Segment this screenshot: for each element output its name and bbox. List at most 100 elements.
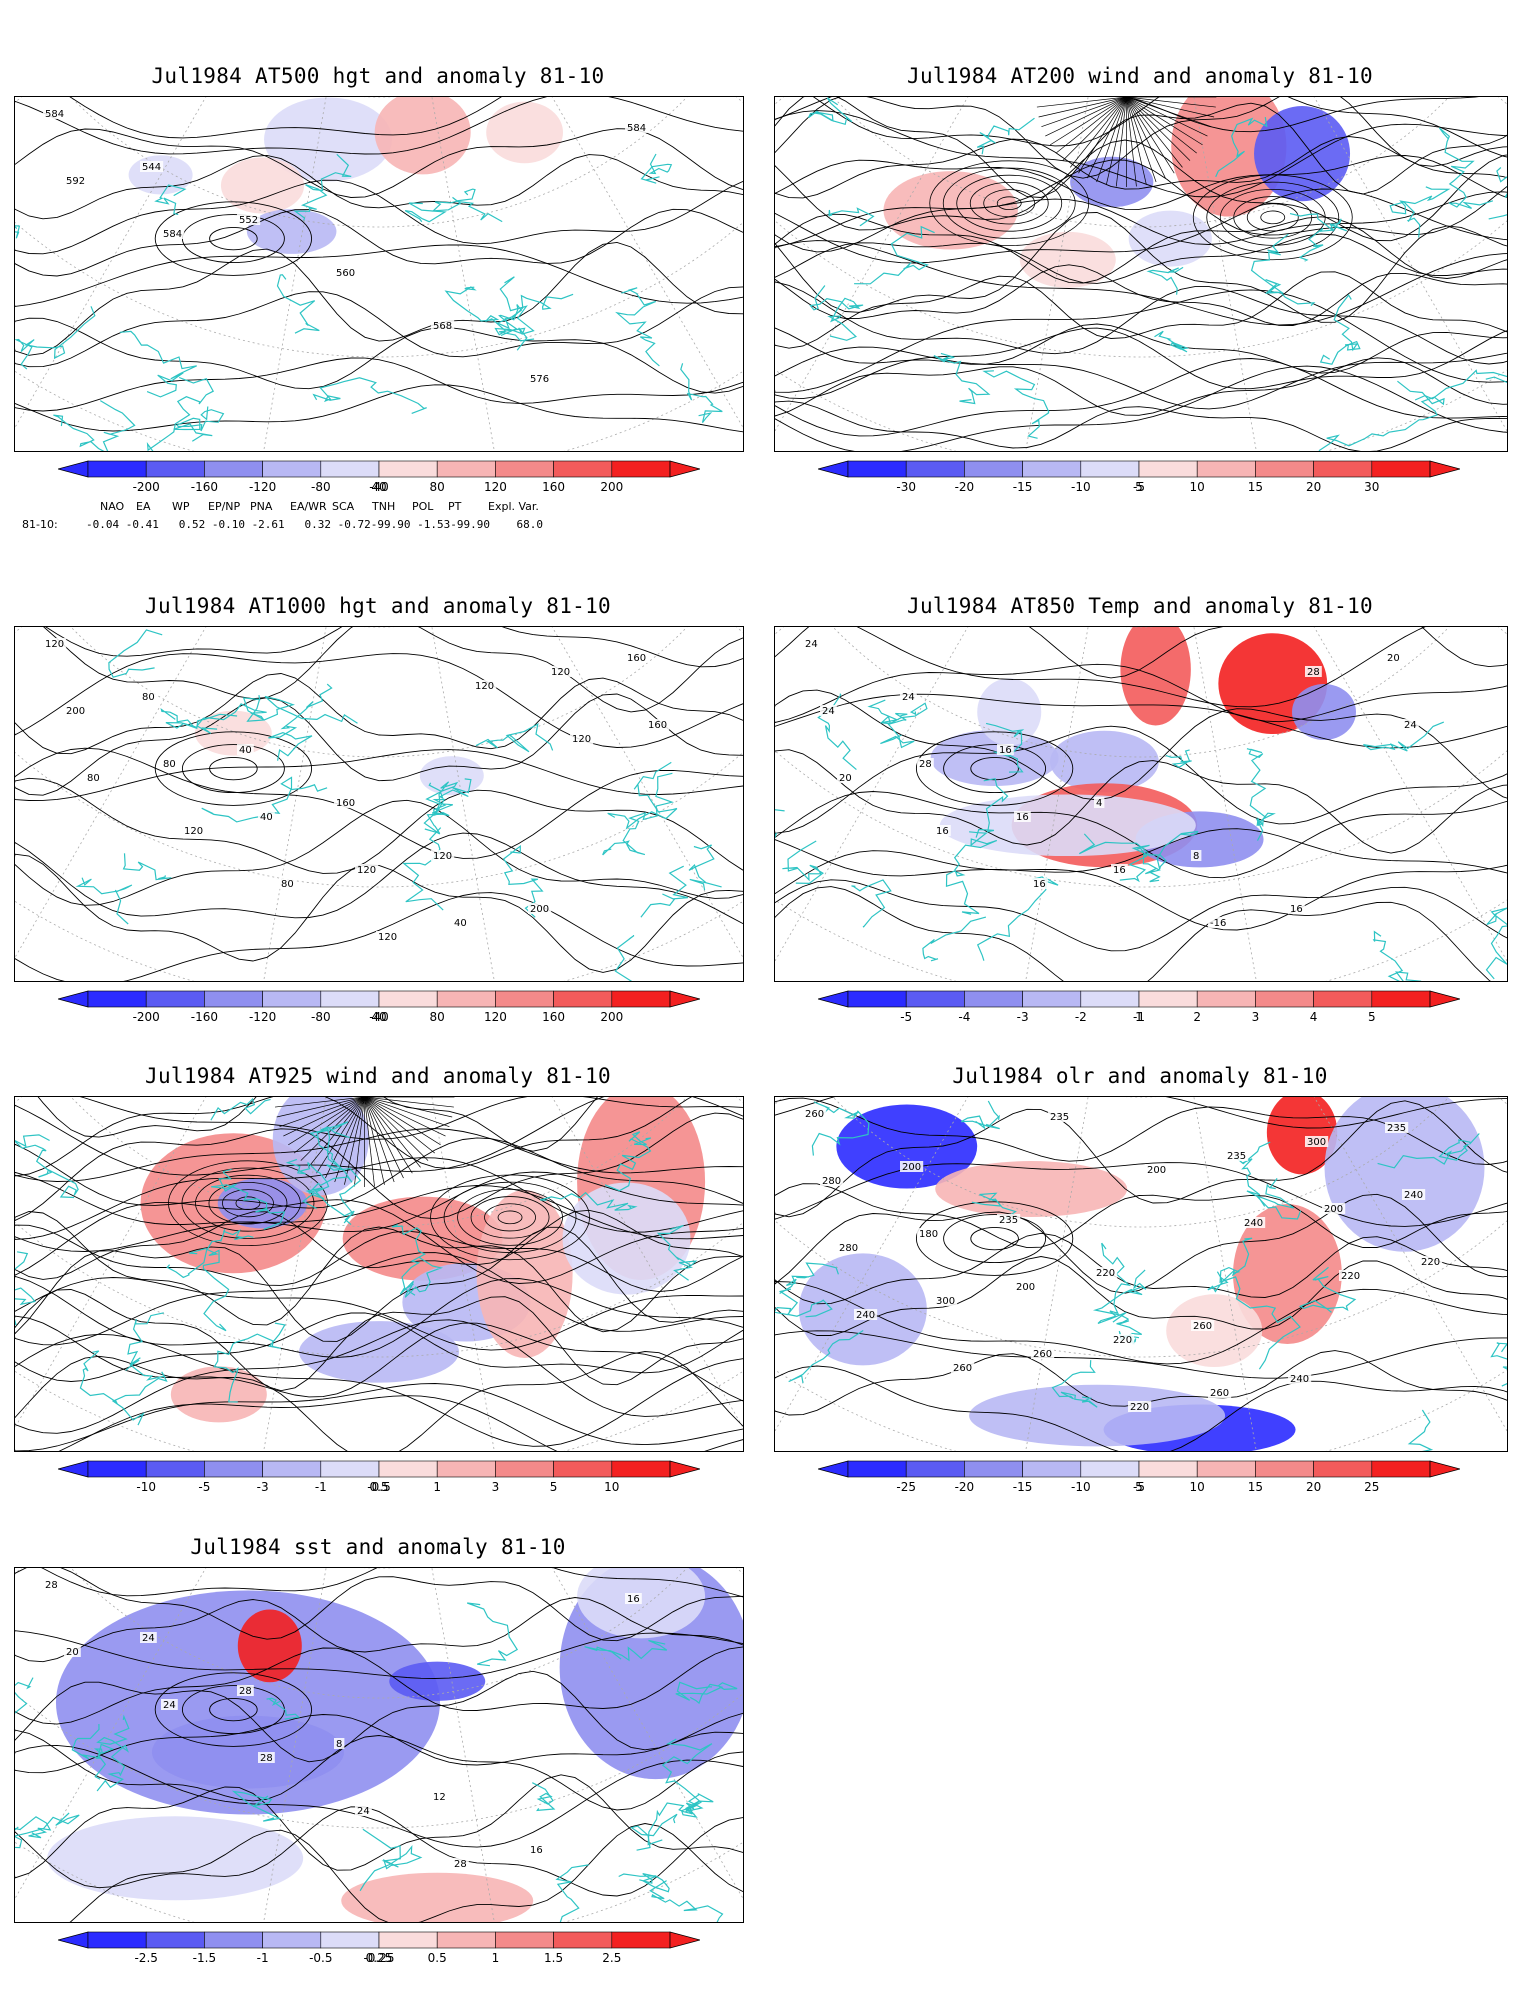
- streamline: [195, 1174, 301, 1232]
- coastline: [880, 712, 915, 749]
- contour-label: 160: [648, 720, 667, 731]
- contour-label: 260: [953, 1363, 972, 1374]
- streamline: [15, 1383, 743, 1451]
- contour-label: 28: [239, 1686, 252, 1697]
- coastline: [532, 1782, 556, 1812]
- contour-line: [15, 749, 743, 801]
- coastline: [268, 683, 333, 761]
- coastline: [15, 306, 96, 370]
- contour-line: [15, 832, 743, 924]
- contour-label: 280: [822, 1176, 841, 1187]
- colorbar-tick-label: -1: [256, 1951, 269, 1965]
- colorbar-ramp: [816, 460, 1462, 478]
- contour-label: -16: [1210, 918, 1226, 929]
- contour-label-bg: [258, 811, 275, 822]
- latitude-gridline: [775, 97, 1507, 451]
- contour-label: 16: [936, 826, 949, 837]
- coastline: [945, 831, 998, 915]
- anomaly-patch: [836, 1104, 978, 1189]
- contour-line: [154, 1672, 313, 1747]
- contour-label-bg: [803, 1108, 827, 1119]
- contour-line: [15, 179, 743, 255]
- contour-label: 200: [1324, 1204, 1343, 1215]
- contour-label: 24: [357, 1806, 370, 1817]
- contour-label-bg: [837, 772, 854, 783]
- contour-label-bg: [549, 666, 573, 677]
- colorbar-ramp: [816, 1460, 1462, 1478]
- contour-label: 160: [627, 653, 646, 664]
- contour-line: [775, 1232, 1507, 1305]
- meridian-gridline: [241, 627, 380, 981]
- map-canvas: 24 24 16 4 8 16 20 24 28 16 16 -16 28 24 20 16 16: [775, 627, 1507, 981]
- anomaly-patch: [220, 157, 305, 214]
- streamline: [1055, 97, 1127, 154]
- index-header: PT: [448, 500, 462, 513]
- streamline: [1038, 97, 1127, 118]
- anomaly-patch: [977, 678, 1042, 746]
- contour-label: 200: [902, 1162, 921, 1173]
- contour-label-bg: [140, 691, 157, 702]
- streamline: [1126, 97, 1197, 154]
- contour-label-bg: [837, 1242, 861, 1253]
- colorbar-tick-label: -120: [248, 480, 277, 494]
- colorbar-segment: [378, 1460, 438, 1478]
- colorbar-segment: [1138, 1460, 1198, 1478]
- contour-line: [15, 286, 743, 368]
- contour-line: [209, 226, 258, 251]
- contour-label: 260: [1193, 1321, 1212, 1332]
- contour-label: 592: [66, 176, 85, 187]
- contour-label: 220: [1421, 1257, 1440, 1268]
- contour-line: [15, 154, 743, 220]
- colorbar-segment: [87, 460, 147, 478]
- contour-label-bg: [570, 733, 594, 744]
- contour-label: 180: [919, 1229, 938, 1240]
- contour-label-bg: [803, 638, 820, 649]
- colorbar-tick-label: 160: [542, 1010, 566, 1024]
- contour-line: [15, 799, 743, 906]
- colorbar-tick-label: -5: [198, 1480, 211, 1494]
- contour-label-bg: [820, 1175, 844, 1186]
- streamline: [775, 326, 1507, 400]
- colorbar-segment: [495, 1931, 554, 1949]
- colorbar-at925: -10 -5 -3 -1 -0.5 0.5 1 3 5 10: [56, 1460, 702, 1500]
- coastline: [431, 188, 503, 223]
- contour-label-bg: [1305, 666, 1322, 677]
- coastline: [867, 699, 928, 725]
- streamline: [775, 264, 1507, 326]
- contour-label: 280: [839, 1243, 858, 1254]
- contour-label-bg: [951, 1362, 975, 1373]
- streamline: [1036, 97, 1127, 108]
- anomaly-patch: [969, 1384, 1226, 1447]
- projection-edge: [775, 97, 1507, 451]
- contour-label-bg: [820, 705, 837, 716]
- anomaly-patch: [342, 1196, 503, 1281]
- anomaly-patch: [237, 1609, 302, 1683]
- contour-label-bg: [1288, 903, 1305, 914]
- contour-label-bg: [1191, 850, 1202, 861]
- contour-line: [775, 1183, 1507, 1249]
- coastline: [1234, 1141, 1302, 1220]
- contour-line: [970, 756, 1019, 781]
- contour-label-bg: [376, 931, 400, 942]
- contour-label: 20: [66, 1647, 79, 1658]
- streamline: [996, 196, 1022, 210]
- contour-line: [15, 1597, 743, 1663]
- streamline: [1126, 97, 1147, 185]
- contour-label-bg: [1208, 1387, 1232, 1398]
- colorbar-segment: [1138, 990, 1198, 1008]
- streamline: [15, 1275, 743, 1358]
- colorbar-tick-label: 20: [1305, 1480, 1322, 1494]
- contour-line: [15, 627, 743, 668]
- colorbar-segment: [1022, 990, 1082, 1008]
- streamline: [1233, 196, 1313, 239]
- coastline: [1318, 380, 1445, 451]
- coastline: [122, 853, 172, 881]
- index-header: EA: [136, 500, 151, 513]
- contour-label: 220: [1113, 1335, 1132, 1346]
- streamline: [364, 1097, 404, 1179]
- colorbar-left-arrow: [56, 990, 89, 1008]
- contour-label: 240: [856, 1310, 875, 1321]
- contour-label-bg: [1145, 1164, 1169, 1175]
- panel-title-at200: Jul1984 AT200 wind and anomaly 81-10: [907, 64, 1373, 88]
- contour-label: 220: [1130, 1402, 1149, 1413]
